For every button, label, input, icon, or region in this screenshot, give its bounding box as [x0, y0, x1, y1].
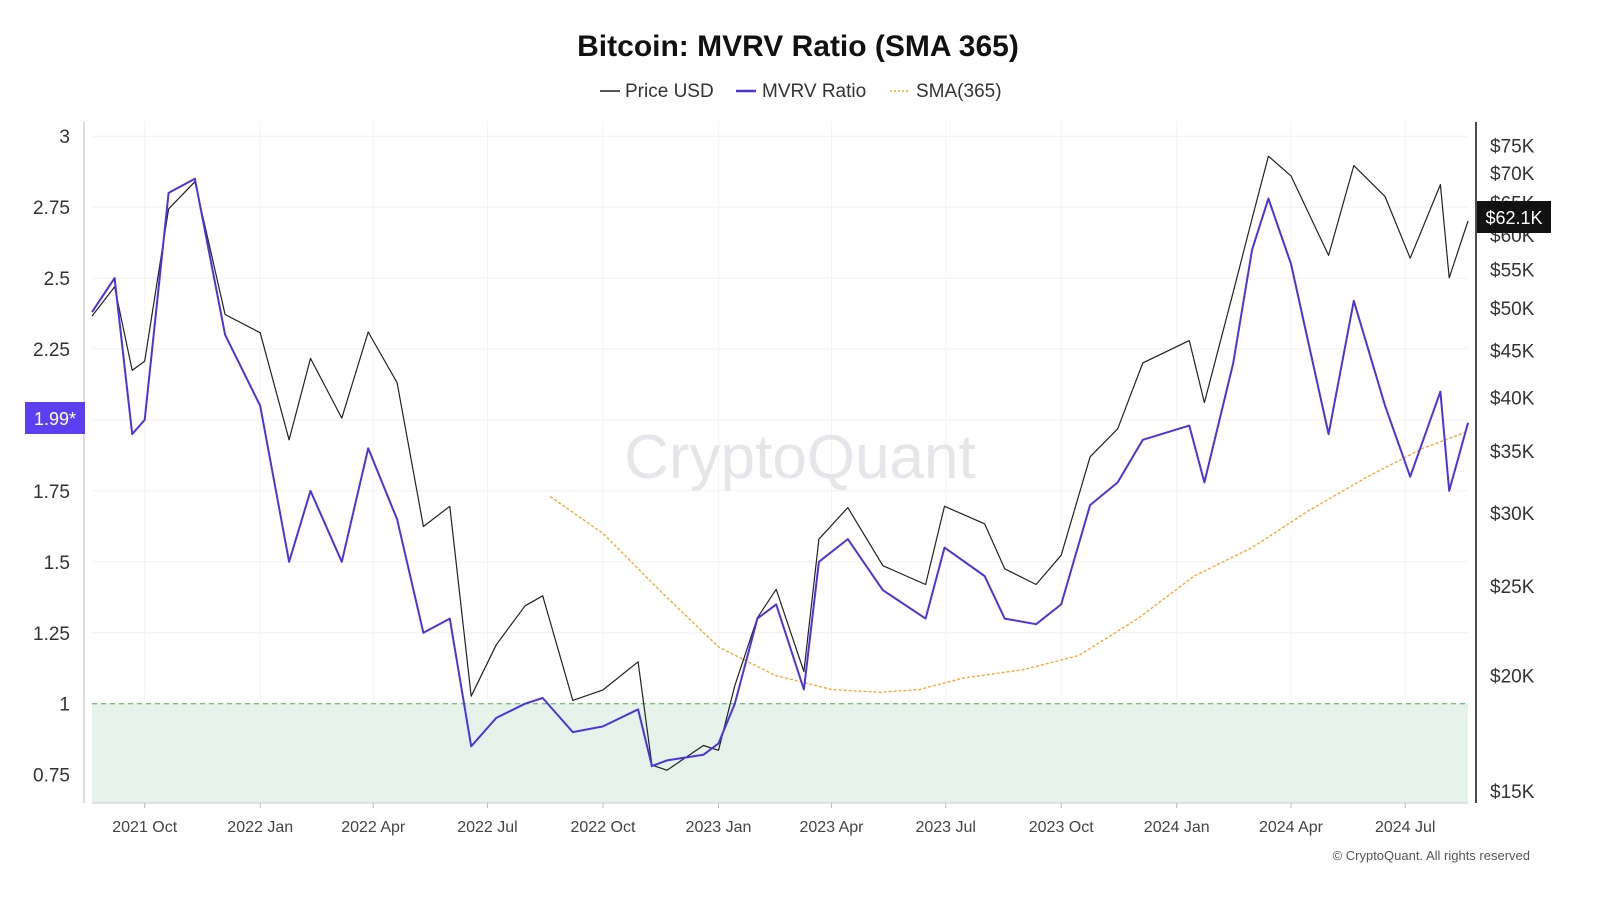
- y-tick-right: $75K: [1490, 136, 1535, 157]
- legend-label-mvrv: MVRV Ratio: [762, 81, 866, 102]
- y-tick-left: 1.5: [44, 553, 70, 574]
- y-tick-left: 2.75: [33, 198, 70, 219]
- mvrv-badge-text: 1.99*: [34, 409, 76, 429]
- y-tick-right: $30K: [1490, 504, 1535, 525]
- y-tick-right: $45K: [1490, 341, 1535, 362]
- mvrv-badge-bg: [25, 402, 85, 434]
- x-tick-label: 2021 Oct: [112, 819, 177, 836]
- y-axis-right: $75K$70K$65K$60K$55K$50K$45K$40K$35K$30K…: [1490, 136, 1535, 803]
- y-tick-left: 0.75: [33, 766, 70, 787]
- legend-item-mvrv[interactable]: MVRV Ratio: [736, 81, 866, 102]
- y-tick-right: $35K: [1490, 442, 1535, 463]
- copyright: © CryptoQuant. All rights reserved: [1333, 848, 1530, 863]
- y-tick-right: $40K: [1490, 389, 1535, 410]
- x-tick-label: 2023 Jan: [686, 819, 752, 836]
- y-tick-left: 1.75: [33, 482, 70, 503]
- y-tick-right: $70K: [1490, 164, 1535, 185]
- y-tick-right: $50K: [1490, 299, 1535, 320]
- undervalued-zone: [92, 703, 1468, 803]
- x-axis: 2021 Oct 2022 Jan 2022 Apr 2022 Jul 2022 Oct…: [112, 803, 1435, 836]
- y-axis-left: 3 2.75 2.5 2.25 1.75 1.5 1.25 1 0.75: [33, 127, 70, 786]
- x-tick-label: 2023 Apr: [799, 819, 864, 836]
- x-tick-label: 2024 Jan: [1144, 819, 1210, 836]
- y-tick-left: 2.5: [44, 269, 70, 290]
- x-tick-label: 2023 Jul: [915, 819, 976, 836]
- mvrv-last-value-badge: 1.99*: [25, 402, 85, 434]
- y-tick-left: 3: [59, 127, 70, 148]
- y-tick-left: 2.25: [33, 340, 70, 361]
- x-tick-label: 2023 Oct: [1029, 819, 1094, 836]
- x-tick-label: 2022 Jan: [227, 819, 293, 836]
- y-tick-right: $20K: [1490, 667, 1535, 688]
- x-tick-label: 2022 Jul: [457, 819, 518, 836]
- mvrv-line: [91, 177, 1469, 768]
- legend-item-price[interactable]: Price USD: [600, 81, 714, 102]
- legend: Price USD MVRV Ratio SMA(365): [600, 81, 1002, 102]
- price-badge-text: $62.1K: [1485, 208, 1542, 228]
- chart-title: Bitcoin: MVRV Ratio (SMA 365): [577, 30, 1019, 63]
- legend-item-sma[interactable]: SMA(365): [890, 81, 1002, 102]
- axes: [83, 122, 1477, 804]
- y-tick-right: $55K: [1490, 261, 1535, 282]
- y-tick-right: $15K: [1490, 782, 1535, 803]
- x-tick-label: 2024 Jul: [1375, 819, 1436, 836]
- series-group: [91, 155, 1469, 771]
- legend-label-sma: SMA(365): [916, 81, 1002, 102]
- sma-line: [549, 430, 1469, 693]
- x-tick-label: 2022 Apr: [341, 819, 406, 836]
- x-tick-label: 2022 Oct: [571, 819, 636, 836]
- x-tick-label: 2024 Apr: [1259, 819, 1324, 836]
- y-tick-left: 1: [59, 695, 70, 716]
- price-last-value-badge: $62.1K: [1477, 201, 1551, 233]
- watermark: CryptoQuant: [624, 423, 976, 492]
- y-tick-right: $25K: [1490, 577, 1535, 598]
- price-badge-bg: [1477, 201, 1551, 233]
- y-tick-left: 1.25: [33, 624, 70, 645]
- legend-label-price: Price USD: [625, 81, 714, 102]
